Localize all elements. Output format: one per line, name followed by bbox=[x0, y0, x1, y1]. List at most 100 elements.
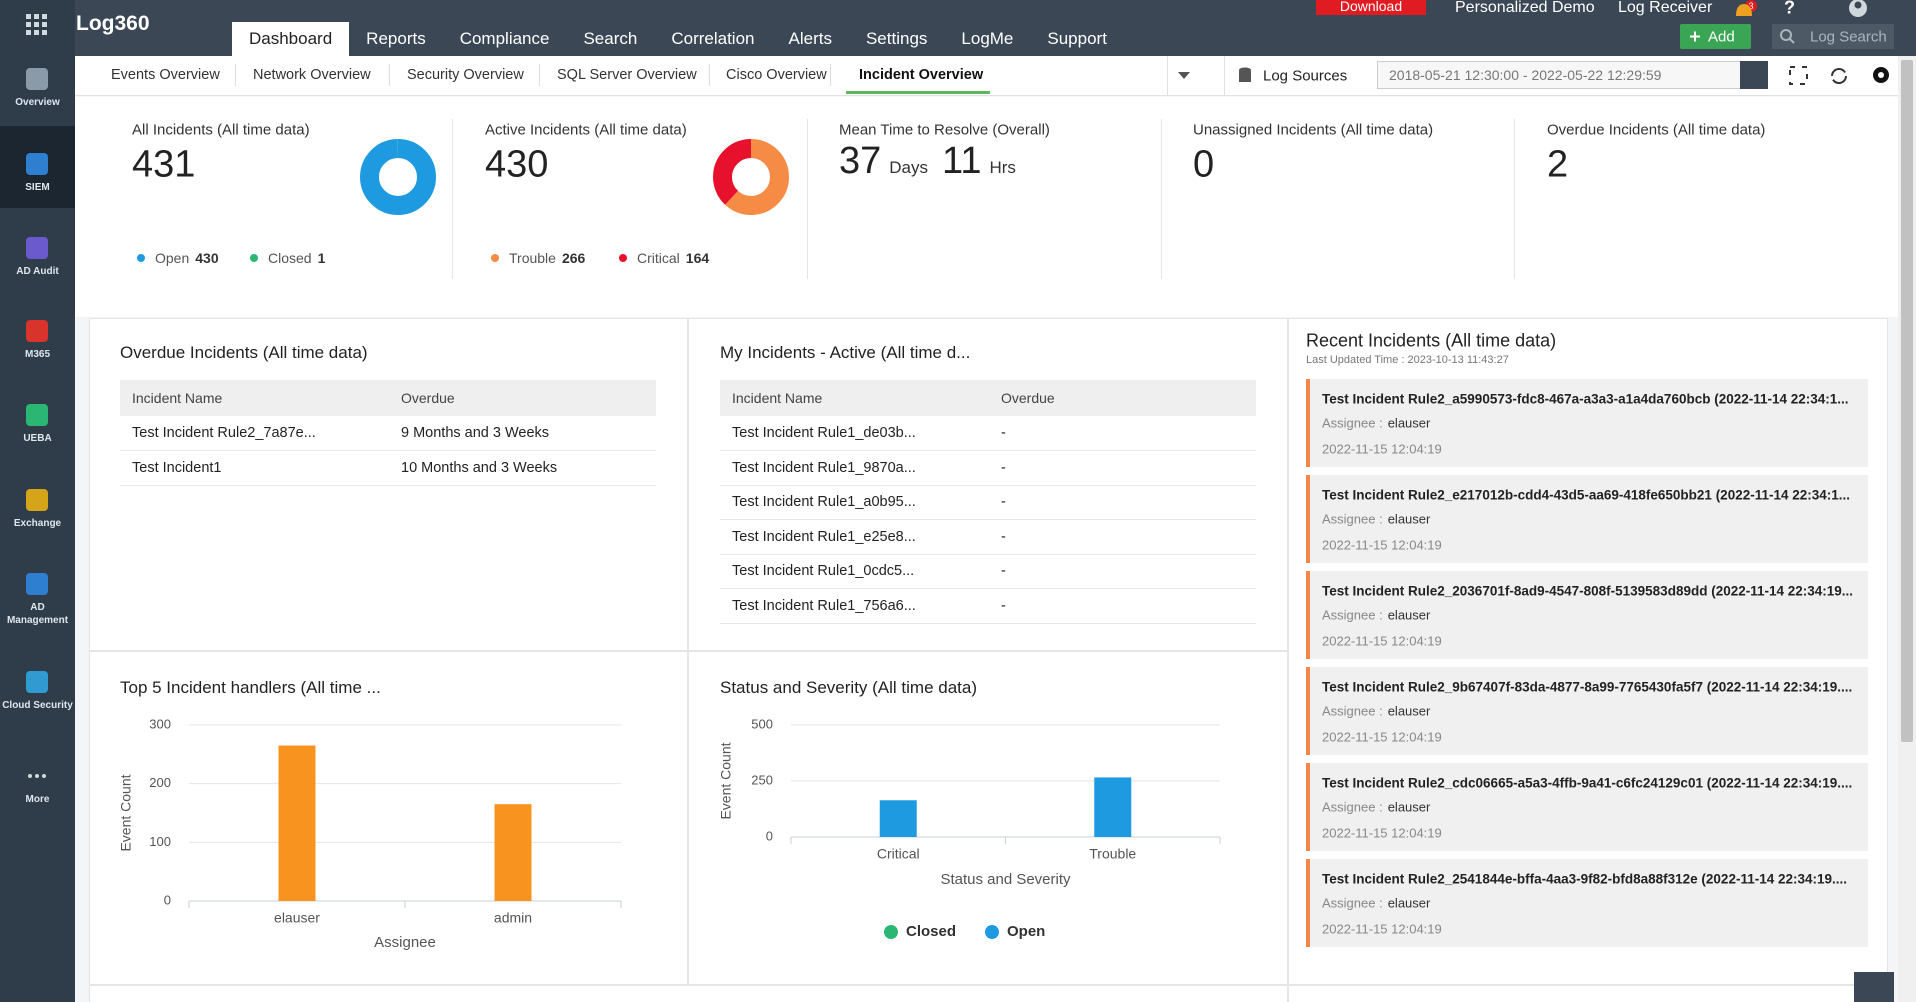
incident-card[interactable] bbox=[1306, 763, 1868, 851]
kpi-separator bbox=[1161, 119, 1162, 279]
sidebar-item[interactable]: Overview bbox=[15, 97, 60, 108]
table-cell: - bbox=[1001, 459, 1006, 476]
assignee-name: elauser bbox=[1387, 799, 1431, 815]
table-cell: 9 Months and 3 Weeks bbox=[401, 425, 550, 441]
kpi-title: All Incidents (All time data) bbox=[132, 121, 310, 139]
kpi-legend: Critical 164 bbox=[637, 250, 709, 266]
kpi-value: 0 bbox=[1193, 143, 1215, 186]
separator bbox=[830, 64, 831, 86]
assignee-label: Assignee : bbox=[1322, 511, 1383, 527]
incident-card[interactable] bbox=[1306, 475, 1868, 563]
sub-tab[interactable]: SQL Server Overview bbox=[557, 67, 697, 83]
kpi-value: 37 Days 11 Hrs bbox=[839, 140, 1030, 183]
kpi-separator bbox=[1514, 119, 1515, 279]
kpi-title: Overdue Incidents (All time data) bbox=[1547, 121, 1766, 139]
sidebar-item[interactable]: Exchange bbox=[13, 518, 62, 529]
chart-title: Status and Severity (All time data) bbox=[720, 678, 978, 697]
legend-name: Closed bbox=[268, 250, 312, 266]
download-button[interactable]: Download bbox=[1316, 0, 1426, 15]
sub-tab[interactable]: Cisco Overview bbox=[726, 67, 827, 83]
log-search-box[interactable] bbox=[1772, 24, 1894, 49]
separator bbox=[539, 64, 540, 86]
top-tab[interactable]: Compliance bbox=[459, 29, 550, 48]
personalized-demo[interactable]: Personalized Demo bbox=[1455, 0, 1595, 16]
sidebar-item[interactable]: M365 bbox=[24, 349, 50, 360]
incident-time: 2022-11-15 12:04:19 bbox=[1322, 441, 1442, 457]
log-receiver[interactable]: Log Receiver bbox=[1618, 0, 1713, 16]
incident-card[interactable] bbox=[1306, 379, 1868, 467]
table-row-border bbox=[120, 484, 656, 486]
sidebar-item[interactable]: More bbox=[25, 794, 50, 805]
column-header: Incident Name bbox=[732, 390, 823, 406]
top-tab[interactable]: Reports bbox=[366, 29, 426, 48]
table-row-border bbox=[720, 450, 1256, 451]
separator bbox=[709, 64, 710, 86]
incident-name[interactable]: Test Incident Rule2_e217012b-cdd4-43d5-a… bbox=[1322, 487, 1851, 503]
panel-title: Overdue Incidents (All time data) bbox=[120, 343, 368, 362]
help[interactable]: ? bbox=[1784, 0, 1795, 18]
chart-title: Top 5 Incident handlers (All time ... bbox=[120, 678, 381, 697]
panel-title: Recent Incidents (All time data) bbox=[1306, 330, 1557, 351]
legend-value: 1 bbox=[317, 250, 326, 266]
incident-time: 2022-11-15 12:04:19 bbox=[1322, 921, 1442, 937]
scrollbar-thumb bbox=[1901, 60, 1913, 742]
assignee: Assignee : elauser bbox=[1322, 896, 1430, 911]
assignee-name: elauser bbox=[1387, 703, 1431, 719]
top-tab[interactable]: Correlation bbox=[671, 29, 755, 48]
top-tab[interactable]: Alerts bbox=[788, 29, 832, 48]
kpi-title: Unassigned Incidents (All time data) bbox=[1193, 121, 1434, 139]
table-row-border bbox=[720, 622, 1256, 624]
top-tab[interactable]: Settings bbox=[865, 29, 928, 48]
kpi-number: 11 bbox=[942, 140, 982, 182]
incident-name[interactable]: Test Incident Rule2_9b67407f-83da-4877-8… bbox=[1322, 679, 1853, 695]
incident-name[interactable]: Test Incident Rule2_cdc06665-a5a3-4ffb-9… bbox=[1322, 775, 1853, 791]
table-header bbox=[120, 380, 656, 416]
log-search[interactable]: Log Search bbox=[1810, 28, 1887, 46]
top-tab[interactable]: Dashboard bbox=[232, 22, 350, 56]
table-cell: Test Incident Rule1_e25e8... bbox=[732, 528, 916, 545]
table-row-border bbox=[120, 450, 656, 451]
kpi-value: 2 bbox=[1547, 143, 1569, 186]
incident-card[interactable] bbox=[1306, 667, 1868, 755]
sub-tab[interactable]: Events Overview bbox=[111, 67, 220, 83]
calendar-button[interactable] bbox=[1740, 61, 1768, 89]
sub-tab[interactable]: Network Overview bbox=[253, 67, 371, 83]
legend-value: 430 bbox=[195, 250, 219, 266]
table-cell: 10 Months and 3 Weeks bbox=[401, 459, 558, 476]
sidebar-item[interactable]: AD Audit bbox=[16, 266, 59, 277]
chat-button[interactable] bbox=[1854, 972, 1894, 1002]
assignee: Assignee : elauser bbox=[1322, 800, 1430, 815]
sidebar-item[interactable]: AD Management bbox=[6, 602, 69, 626]
incident-name[interactable]: Test Incident Rule2_2541844e-bffa-4aa3-9… bbox=[1322, 871, 1848, 887]
assignee-label: Assignee : bbox=[1322, 895, 1383, 911]
top-tab[interactable]: Search bbox=[583, 29, 638, 48]
top-tab[interactable]: Support bbox=[1047, 29, 1107, 48]
incident-card[interactable] bbox=[1306, 859, 1868, 947]
panel-title: My Incidents - Active (All time d... bbox=[720, 343, 971, 362]
sidebar-item[interactable]: Cloud Security bbox=[2, 700, 73, 711]
kpi-unit: Days bbox=[889, 158, 929, 177]
sidebar-item[interactable]: SIEM bbox=[25, 182, 50, 193]
date-box[interactable] bbox=[1377, 61, 1768, 89]
log-sources[interactable]: Log Sources bbox=[1263, 67, 1348, 85]
table-cell: Test Incident Rule1_9870a... bbox=[732, 459, 916, 476]
kpi-value: 431 bbox=[132, 143, 196, 186]
incident-name[interactable]: Test Incident Rule2_2036701f-8ad9-4547-8… bbox=[1322, 583, 1854, 599]
sub-tab[interactable]: Security Overview bbox=[407, 67, 524, 83]
top-tab[interactable]: LogMe bbox=[961, 29, 1014, 48]
table-cell: Test Incident Rule2_7a87e... bbox=[132, 425, 316, 441]
logo: Log360 bbox=[76, 12, 150, 35]
assignee: Assignee : elauser bbox=[1322, 704, 1430, 719]
kpi-number: 37 bbox=[839, 140, 882, 182]
panel bbox=[89, 651, 688, 985]
separator bbox=[235, 64, 236, 86]
incident-time: 2022-11-15 12:04:19 bbox=[1322, 825, 1442, 841]
kpi-value: 430 bbox=[485, 143, 549, 186]
sidebar-item[interactable]: UEBA bbox=[23, 433, 52, 444]
add-label[interactable]: Add bbox=[1708, 28, 1735, 46]
incident-card[interactable] bbox=[1306, 571, 1868, 659]
table-row-border bbox=[720, 519, 1256, 520]
table-cell: Test Incident Rule1_756a6... bbox=[732, 597, 916, 614]
sub-tab[interactable]: Incident Overview bbox=[859, 67, 984, 83]
incident-name[interactable]: Test Incident Rule2_a5990573-fdc8-467a-a… bbox=[1322, 391, 1849, 407]
